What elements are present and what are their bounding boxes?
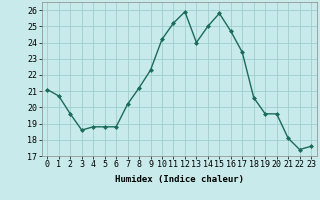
X-axis label: Humidex (Indice chaleur): Humidex (Indice chaleur) [115, 175, 244, 184]
